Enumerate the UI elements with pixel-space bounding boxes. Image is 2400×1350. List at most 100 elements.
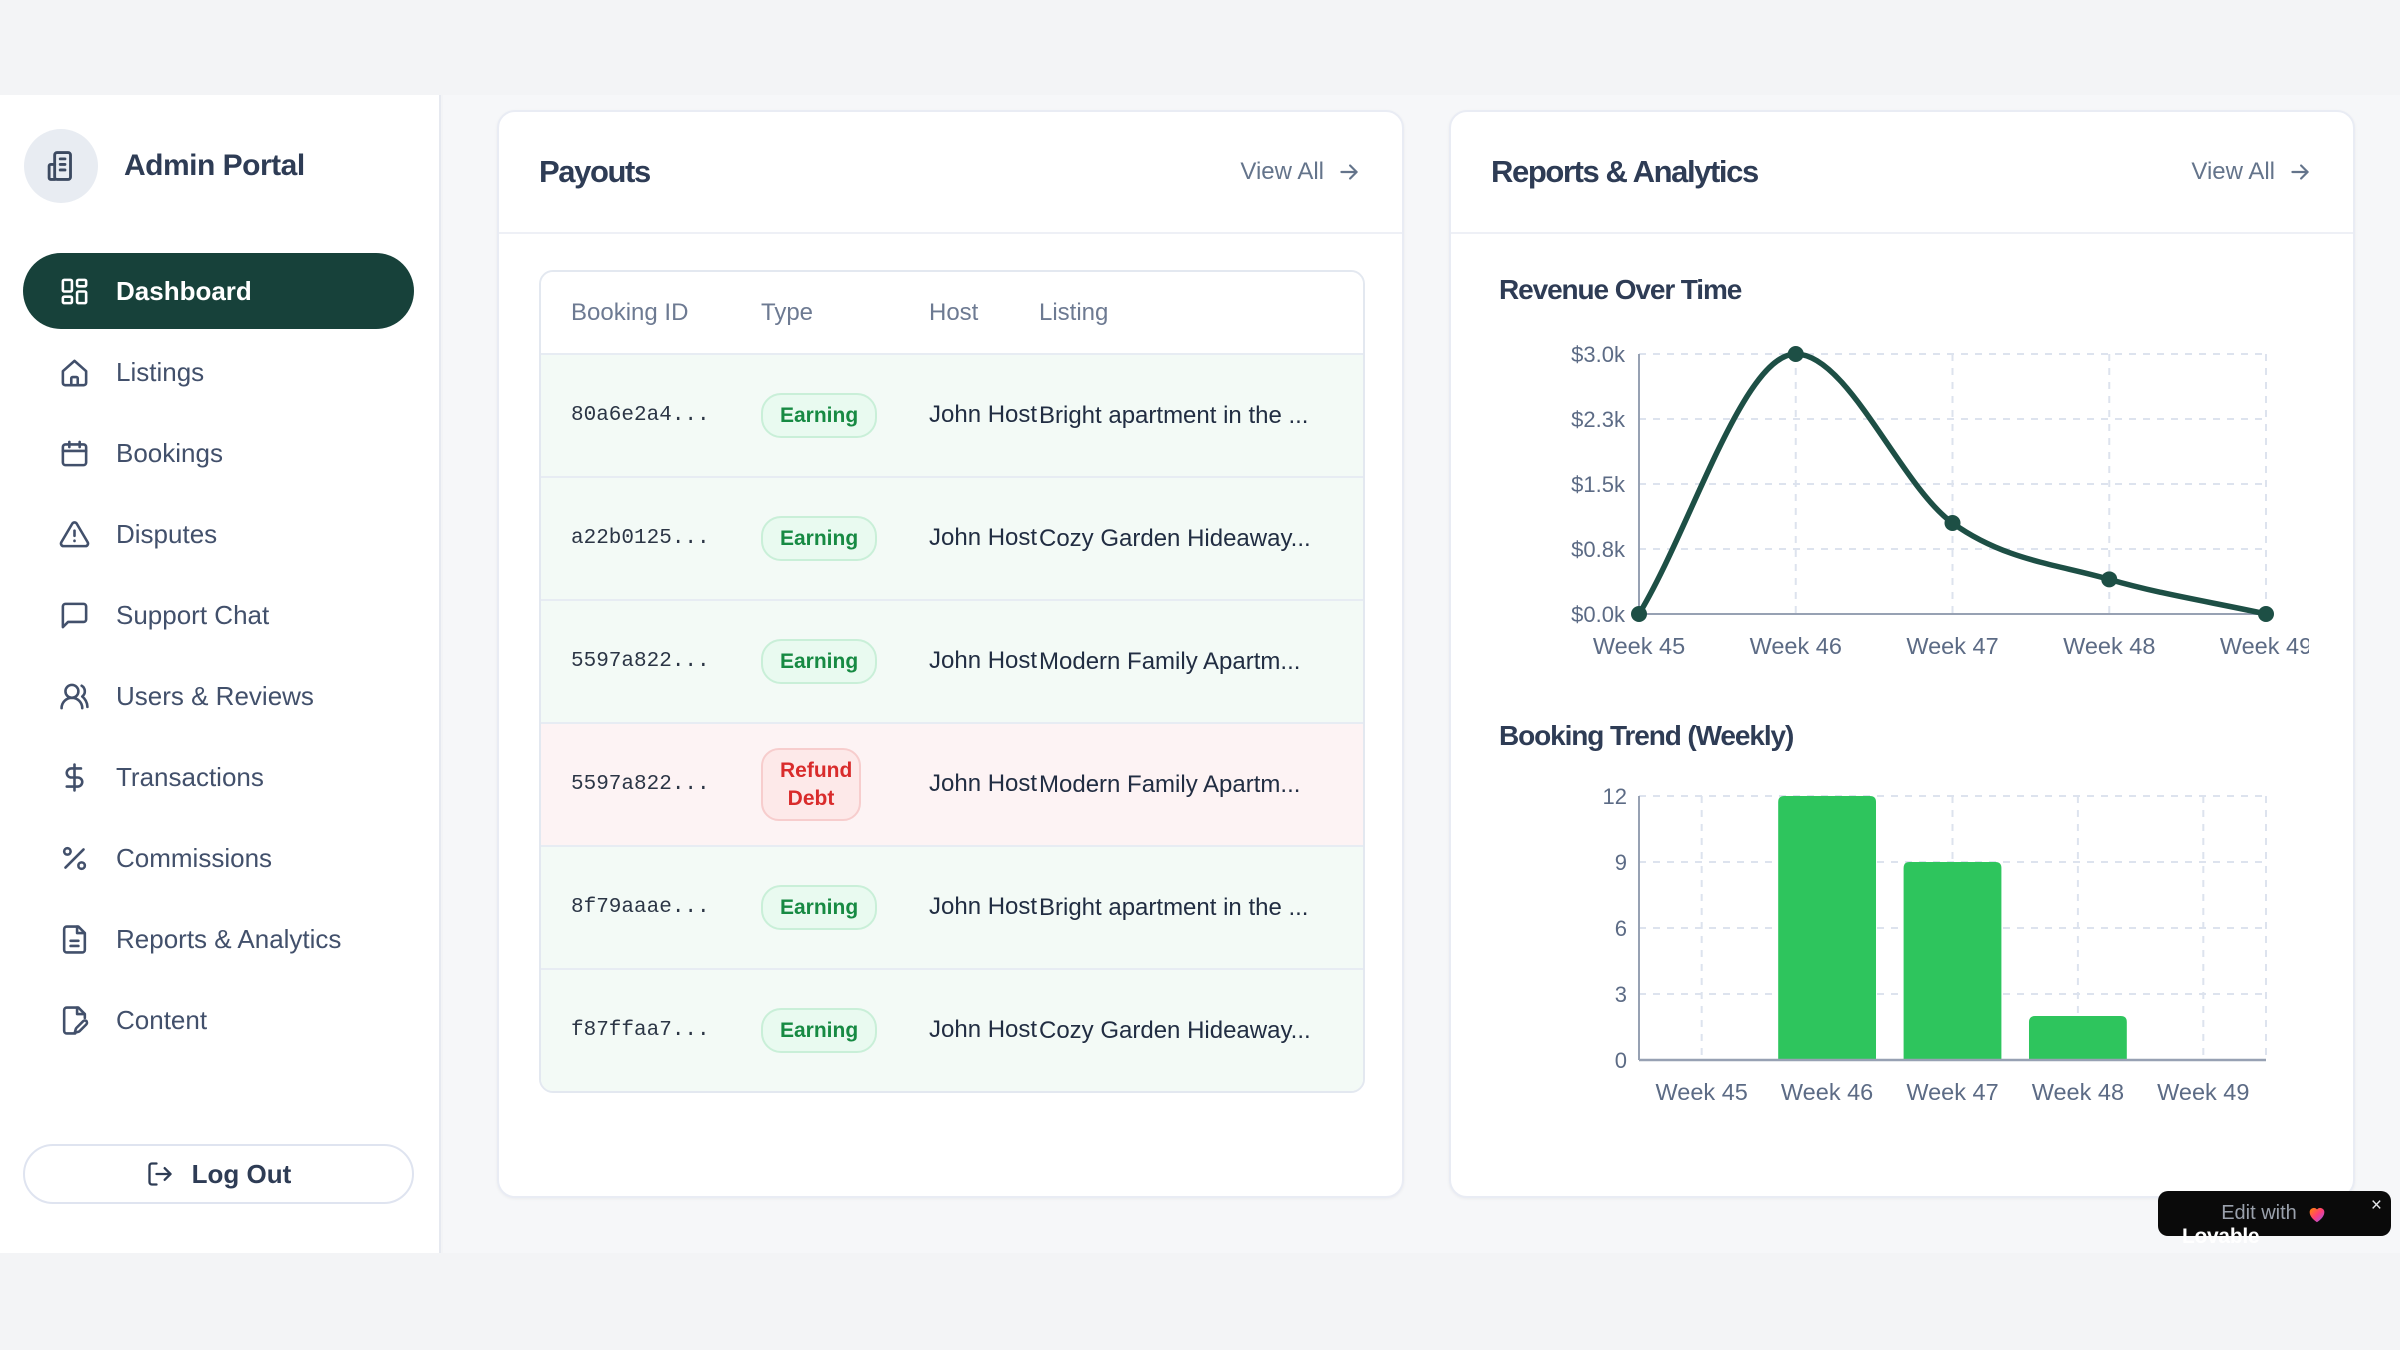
svg-text:12: 12: [1603, 784, 1627, 809]
type-badge: Refund Debt: [761, 748, 861, 821]
column-header-type: Type: [761, 298, 814, 326]
close-icon[interactable]: ×: [2370, 1195, 2382, 1216]
payouts-card: Payouts View All Booking ID Type Host Li…: [497, 110, 1404, 1198]
host-cell: John Host: [929, 524, 1038, 552]
type-cell: Earning: [761, 392, 929, 439]
arrow-right-icon: [2291, 164, 2309, 180]
revenue-chart: $0.0k $0.8k $1.5k $2.3k $3.0k Week 45 Week 46 W…: [1571, 342, 2309, 659]
svg-text:$0.8k: $0.8k: [1571, 537, 1626, 562]
sidebar-item-dashboard[interactable]: Dashboard: [23, 253, 414, 329]
sidebar-nav: Dashboard Listings Bookings Disputes: [23, 253, 414, 1058]
svg-text:$3.0k: $3.0k: [1571, 342, 1626, 367]
payouts-title: Payouts: [539, 154, 651, 189]
svg-text:$2.3k: $2.3k: [1571, 407, 1626, 432]
table-row[interactable]: 80a6e2a4... Earning John Host Bright apa…: [541, 353, 1363, 476]
message-square-icon: [61, 602, 88, 628]
svg-text:Week 45: Week 45: [1593, 633, 1685, 659]
sidebar-item-content[interactable]: Content: [23, 982, 414, 1058]
svg-text:3: 3: [1615, 982, 1627, 1007]
booking-id-cell: a22b0125...: [571, 527, 710, 550]
sidebar-item-bookings[interactable]: Bookings: [23, 415, 414, 491]
sidebar-item-listings[interactable]: Listings: [23, 334, 414, 410]
type-badge: Earning: [761, 392, 878, 439]
sidebar-item-transactions[interactable]: Transactions: [23, 739, 414, 815]
listing-cell: Cozy Garden Hideaway...: [1039, 524, 1311, 552]
percent-icon: [62, 846, 87, 870]
sidebar-item-label: Content: [116, 1004, 208, 1035]
edit-with-lovable-badge[interactable]: Edit with Lovable ×: [2158, 1191, 2391, 1248]
payouts-table-header-row: Booking ID Type Host Listing: [541, 272, 1363, 353]
payouts-card-header: Payouts View All: [499, 112, 1402, 234]
alert-triangle-icon: [59, 520, 90, 547]
booking-trend-chart-title: Booking Trend (Weekly): [1499, 720, 1794, 751]
reports-view-all-link[interactable]: View All: [2191, 158, 2313, 186]
listing-cell: Modern Family Apartm...: [1039, 647, 1301, 675]
host-cell: John Host: [929, 647, 1038, 675]
svg-text:9: 9: [1615, 850, 1627, 875]
table-row[interactable]: f87ffaa7... Earning John Host Cozy Garde…: [541, 968, 1363, 1091]
revenue-chart-title: Revenue Over Time: [1499, 274, 1742, 305]
svg-text:Week 49: Week 49: [2220, 633, 2309, 659]
host-cell: John Host: [929, 770, 1038, 798]
payouts-table: Booking ID Type Host Listing 80a6e2a4...…: [539, 270, 1365, 1093]
table-row[interactable]: 5597a822... Refund Debt John Host Modern…: [541, 722, 1363, 845]
sidebar-item-commissions[interactable]: Commissions: [23, 820, 414, 896]
listing-cell: Bright apartment in the ...: [1039, 893, 1309, 921]
type-badge: Earning: [761, 638, 878, 685]
svg-text:Week 45: Week 45: [1656, 1079, 1748, 1105]
sidebar-item-label: Disputes: [116, 518, 218, 549]
logout-icon: [148, 1162, 172, 1186]
type-badge: Earning: [761, 1007, 878, 1054]
bookings-chart: 0 3 6 9 12 Week 45 Week 46 Week 47 Week 48 Week 4…: [1603, 784, 2267, 1105]
type-cell: Refund Debt: [761, 748, 929, 821]
svg-text:Week 48: Week 48: [2032, 1079, 2124, 1105]
home-icon: [61, 359, 88, 386]
type-cell: Earning: [761, 515, 929, 562]
host-cell: John Host: [929, 893, 1038, 921]
column-header-host: Host: [929, 298, 979, 326]
reports-title: Reports & Analytics: [1491, 154, 1759, 189]
svg-text:Week 49: Week 49: [2157, 1079, 2249, 1105]
host-cell: John Host: [929, 1016, 1038, 1044]
sidebar-item-reports-analytics[interactable]: Reports & Analytics: [23, 901, 414, 977]
table-row[interactable]: 8f79aaae... Earning John Host Bright apa…: [541, 845, 1363, 968]
lovable-prefix: Edit with: [2221, 1202, 2297, 1224]
sidebar-item-label: Transactions: [116, 761, 264, 792]
sidebar-item-label: Dashboard: [116, 275, 252, 306]
listing-cell: Bright apartment in the ...: [1039, 401, 1309, 429]
table-row[interactable]: 5597a822... Earning John Host Modern Fam…: [541, 599, 1363, 722]
sidebar-item-disputes[interactable]: Disputes: [23, 496, 414, 572]
logout-button[interactable]: Log Out: [23, 1144, 414, 1204]
svg-text:$0.0k: $0.0k: [1571, 602, 1626, 627]
reports-analytics-card: Reports & Analytics View All Revenue Ove…: [1449, 110, 2355, 1198]
svg-text:6: 6: [1615, 916, 1627, 941]
booking-id-cell: 5597a822...: [571, 773, 710, 796]
listing-cell: Cozy Garden Hideaway...: [1039, 1016, 1311, 1044]
svg-text:Week 47: Week 47: [1906, 633, 1998, 659]
column-header-listing: Listing: [1039, 298, 1109, 326]
sidebar-item-support-chat[interactable]: Support Chat: [23, 577, 414, 653]
table-row[interactable]: a22b0125... Earning John Host Cozy Garde…: [541, 476, 1363, 599]
dashboard-grid-icon: [61, 278, 88, 304]
sidebar-item-label: Listings: [116, 356, 205, 387]
svg-text:Week 46: Week 46: [1781, 1079, 1873, 1105]
file-pen-icon: [62, 1005, 89, 1035]
building-icon: [47, 151, 72, 181]
type-cell: Earning: [761, 638, 929, 685]
svg-text:Week 46: Week 46: [1750, 633, 1842, 659]
svg-text:Week 47: Week 47: [1906, 1079, 1998, 1105]
view-all-label: View All: [1240, 158, 1324, 185]
sidebar-item-users-reviews[interactable]: Users & Reviews: [23, 658, 414, 734]
file-text-icon: [62, 924, 87, 954]
sidebar-item-label: Support Chat: [116, 599, 270, 630]
calendar-icon: [61, 440, 88, 466]
column-header-booking-id: Booking ID: [571, 298, 689, 326]
view-all-label: View All: [2191, 158, 2275, 185]
type-cell: Earning: [761, 884, 929, 931]
payouts-view-all-link[interactable]: View All: [1240, 158, 1362, 186]
booking-id-cell: f87ffaa7...: [571, 1019, 710, 1042]
lovable-brand-label: Lovable: [2182, 1225, 2260, 1248]
brand-title: Admin Portal: [124, 149, 305, 182]
svg-text:Week 48: Week 48: [2063, 633, 2155, 659]
arrow-right-icon: [1340, 164, 1358, 180]
